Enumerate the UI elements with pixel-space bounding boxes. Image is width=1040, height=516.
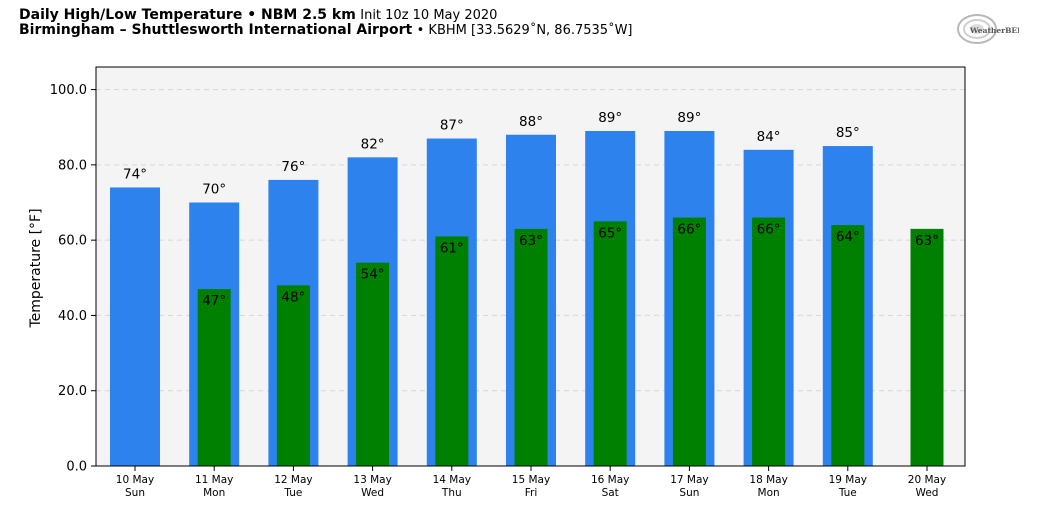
x-tick-label-weekday: Thu [441, 487, 462, 499]
x-tick-label-weekday: Sun [125, 487, 145, 499]
low-bar [514, 228, 548, 466]
high-data-label: 70° [202, 182, 226, 198]
x-tick-label-date: 15 May [512, 474, 550, 486]
chart-title: Daily High/Low Temperature • NBM 2.5 km [19, 7, 356, 23]
chart-header: Daily High/Low Temperature • NBM 2.5 km … [19, 7, 633, 39]
high-data-label: 89° [677, 110, 701, 126]
low-data-label: 63° [519, 233, 543, 249]
x-tick-label-date: 18 May [749, 474, 787, 486]
x-tick-label-weekday: Sun [679, 487, 699, 499]
low-bar [831, 225, 865, 466]
y-tick-label: 80.0 [58, 158, 87, 173]
x-tick-label-date: 10 May [116, 474, 154, 486]
low-data-label: 66° [757, 222, 781, 238]
y-tick-label: 40.0 [58, 309, 87, 324]
high-data-label: 89° [598, 110, 622, 126]
x-tick-label-date: 19 May [829, 474, 867, 486]
station-coords: • KBHM [33.5629˚N, 86.7535˚W] [416, 23, 633, 38]
high-data-label: 74° [123, 166, 147, 182]
low-bar [752, 217, 786, 466]
high-data-label: 85° [836, 125, 860, 141]
x-tick-label-weekday: Tue [283, 487, 302, 499]
location-line: Birmingham – Shuttlesworth International… [19, 22, 633, 39]
x-tick-label-date: 20 May [908, 474, 946, 486]
low-bar [910, 228, 944, 466]
x-tick-label-weekday: Sat [602, 487, 619, 499]
low-data-label: 48° [281, 289, 305, 305]
x-tick-label-date: 17 May [670, 474, 708, 486]
y-tick-label: 60.0 [58, 234, 87, 249]
weatherbell-logo-icon: WeatherBELL [955, 12, 1028, 46]
x-tick-label-date: 16 May [591, 474, 629, 486]
high-bar [110, 187, 160, 467]
y-tick-label: 100.0 [50, 83, 87, 98]
logo-text: WeatherBELL [969, 26, 1019, 35]
high-data-label: 87° [440, 118, 464, 134]
low-data-label: 47° [202, 293, 226, 309]
low-bar [672, 217, 706, 466]
low-bar [197, 289, 231, 466]
high-data-label: 88° [519, 114, 543, 130]
low-bar [435, 236, 469, 466]
x-tick-label-weekday: Tue [838, 487, 857, 499]
x-tick-label-weekday: Wed [916, 487, 939, 499]
title-line: Daily High/Low Temperature • NBM 2.5 km … [19, 7, 633, 24]
low-data-label: 65° [598, 225, 622, 241]
y-tick-label: 0.0 [66, 460, 87, 475]
plot-frame [95, 66, 966, 467]
x-tick-label-date: 14 May [433, 474, 471, 486]
x-tick-label-date: 11 May [195, 474, 233, 486]
high-data-label: 76° [281, 159, 305, 175]
x-tick-label-weekday: Mon [203, 487, 225, 499]
low-data-label: 54° [361, 267, 385, 283]
init-time: Init 10z 10 May 2020 [360, 8, 498, 23]
low-data-label: 66° [677, 222, 701, 238]
x-tick-label-date: 13 May [353, 474, 391, 486]
low-bar [593, 221, 627, 466]
low-data-label: 63° [915, 233, 939, 249]
location-name: Birmingham – Shuttlesworth International… [19, 22, 413, 38]
low-data-label: 64° [836, 229, 860, 245]
y-tick-label: 20.0 [58, 384, 87, 399]
y-axis-label: Temperature [°F] [28, 208, 44, 328]
x-tick-label-weekday: Mon [758, 487, 780, 499]
low-bar [356, 262, 390, 466]
low-bar [276, 285, 310, 466]
high-data-label: 82° [361, 136, 385, 152]
x-tick-label-weekday: Fri [525, 487, 538, 499]
low-data-label: 61° [440, 240, 464, 256]
x-tick-label-date: 12 May [274, 474, 312, 486]
x-tick-label-weekday: Wed [361, 487, 384, 499]
high-data-label: 84° [757, 129, 781, 145]
